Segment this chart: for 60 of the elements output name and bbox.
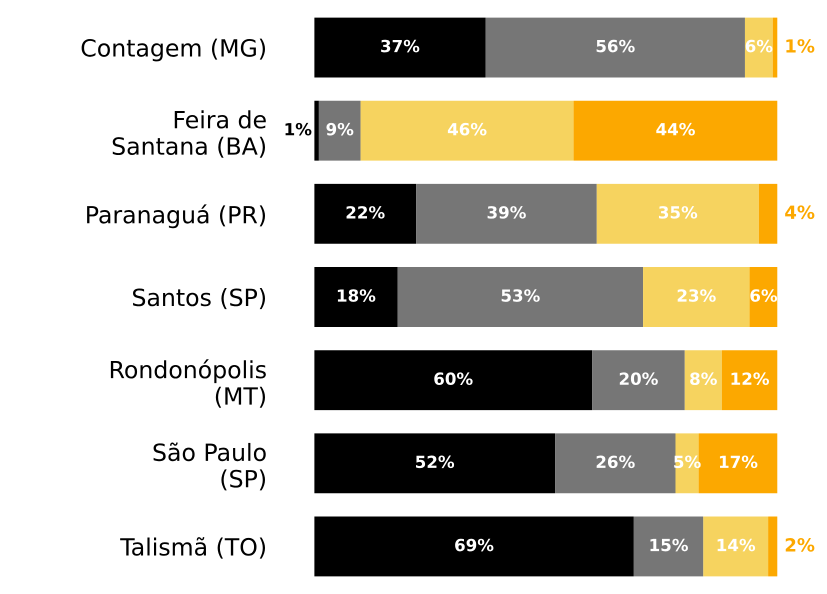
data-label: 46% (448, 122, 487, 136)
data-label: 56% (596, 40, 635, 52)
bar (486, 18, 745, 78)
bar (684, 350, 722, 410)
bar (360, 100, 574, 161)
y-tick-label: Contagem (MG) (82, 38, 266, 62)
data-label: 44% (656, 122, 695, 136)
data-label: 8% (690, 372, 717, 385)
y-tick-label: Santos (SP) (133, 288, 266, 310)
data-label: 69% (455, 538, 494, 552)
bar (592, 350, 685, 410)
bar (744, 18, 773, 78)
y-tick-label: Rondonópolis (MT) (110, 359, 266, 408)
data-label: 9% (326, 122, 354, 136)
bar (772, 18, 778, 78)
y-tick-label: Talismã (TO) (120, 537, 266, 559)
data-label: 6% (746, 40, 772, 52)
bar (722, 350, 778, 410)
bar (314, 18, 486, 78)
y-tick-label: Feira de Santana (BA) (112, 110, 266, 158)
data-label: 35% (658, 206, 698, 219)
data-label: 20% (620, 372, 658, 385)
data-label: 52% (416, 456, 454, 468)
data-label: 18% (338, 289, 376, 302)
bar (643, 267, 750, 327)
data-label: 6% (750, 289, 778, 302)
y-tick-label: Paranaguá (PR) (87, 204, 266, 228)
data-label: 1% (786, 39, 814, 53)
data-label: 12% (732, 372, 770, 385)
data-label: 22% (346, 206, 385, 219)
data-label: 37% (381, 40, 420, 52)
bar (314, 184, 416, 244)
data-label: 2% (786, 538, 814, 552)
data-label: 14% (718, 538, 756, 552)
bar (314, 100, 319, 161)
bar (398, 267, 644, 327)
bar (314, 516, 634, 576)
bar (768, 516, 778, 576)
data-label: 15% (650, 538, 688, 552)
data-label: 4% (785, 205, 814, 220)
bar (703, 516, 768, 576)
bar (555, 433, 676, 494)
bar (750, 267, 778, 327)
bar (318, 100, 361, 161)
bar (596, 184, 759, 244)
data-label: 53% (502, 289, 540, 302)
data-label: 26% (596, 456, 635, 468)
data-label: 60% (434, 372, 473, 385)
bar (416, 184, 597, 244)
data-label: 23% (678, 289, 716, 302)
y-tick-label: São Paulo (SP) (154, 442, 266, 490)
bar (758, 184, 778, 244)
data-label: 1% (286, 122, 312, 136)
bar (634, 516, 704, 576)
bar (314, 350, 592, 410)
data-label: 17% (720, 456, 758, 468)
bar (314, 267, 398, 327)
bar (314, 433, 556, 494)
data-label: 39% (488, 206, 526, 219)
bar (574, 100, 778, 161)
